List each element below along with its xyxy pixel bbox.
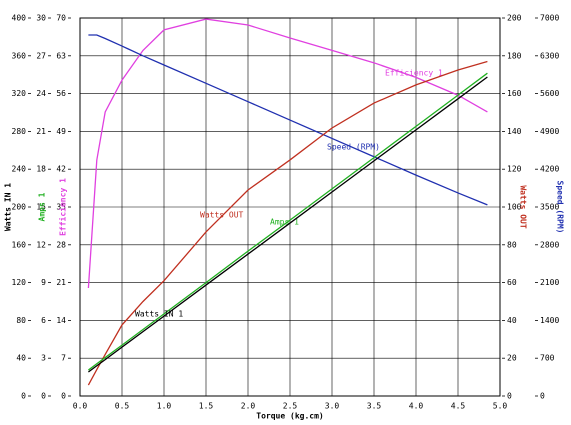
axis-title: Speed (RPM) (556, 181, 565, 234)
y-tick-label: 12 (36, 240, 46, 249)
series-line (87, 60, 488, 386)
x-tick-label: 3.0 (325, 402, 340, 411)
y-tick-label: 70 (56, 14, 66, 23)
y-tick-label: 27 (36, 51, 46, 60)
y-tick-label: 700 (540, 354, 555, 363)
y-tick-label: 3 (41, 354, 46, 363)
y-tick-label: 6 (41, 316, 46, 325)
y-tick-label: 28 (56, 240, 66, 249)
x-tick-label: 0.0 (73, 402, 88, 411)
y-tick-label: 14 (56, 316, 66, 325)
y-tick-label: 0 (540, 392, 545, 401)
series-label: Watts IN 1 (135, 310, 183, 319)
x-tick-label: 1.5 (199, 402, 214, 411)
y-tick-label: 320 (12, 89, 27, 98)
axis-title: Watts IN 1 (4, 183, 13, 231)
y-tick-label: 49 (56, 127, 66, 136)
y-tick-label: 2800 (540, 240, 559, 249)
y-tick-label: 140 (507, 127, 522, 136)
y-tick-label: 400 (12, 14, 27, 23)
y-tick-label: 280 (12, 127, 27, 136)
y-tick-label: 1400 (540, 316, 559, 325)
x-tick-label: 4.5 (451, 402, 466, 411)
y-tick-label: 160 (12, 240, 27, 249)
y-tick-label: 120 (507, 165, 522, 174)
y-tick-label: 100 (507, 203, 522, 212)
y-tick-label: 2100 (540, 278, 559, 287)
series-label: Watts OUT (200, 211, 244, 220)
series-line (88, 76, 488, 373)
x-tick-label: 3.5 (367, 402, 382, 411)
y-tick-label: 160 (507, 89, 522, 98)
y-tick-label: 0 (21, 392, 26, 401)
y-tick-label: 20 (507, 354, 517, 363)
axis-title: Amps 1 (38, 192, 47, 221)
y-tick-label: 360 (12, 51, 27, 60)
y-tick-label: 0 (61, 392, 66, 401)
y-tick-label: 6300 (540, 51, 559, 60)
x-tick-label: 4.0 (409, 402, 424, 411)
y-tick-label: 21 (36, 127, 46, 136)
y-tick-label: 9 (41, 278, 46, 287)
series-line (88, 34, 488, 206)
axis-title: Efficiency 1 (58, 178, 68, 236)
y-tick-label: 80 (16, 316, 26, 325)
y-tick-label: 30 (36, 14, 46, 23)
y-tick-label: 40 (16, 354, 26, 363)
series-label: Amps 1 (270, 218, 299, 227)
y-tick-label: 80 (507, 240, 517, 249)
series-label: Efficiency 1 (385, 69, 443, 78)
y-tick-label: 3500 (540, 203, 559, 212)
y-tick-label: 0 (507, 392, 512, 401)
y-tick-label: 5600 (540, 89, 559, 98)
y-tick-label: 200 (12, 203, 27, 212)
y-tick-label: 40 (507, 316, 517, 325)
series-line (87, 18, 488, 289)
y-tick-label: 35 (56, 203, 66, 212)
axis-title: Watts OUT (519, 185, 528, 229)
y-tick-label: 200 (507, 14, 522, 23)
series-line (88, 72, 488, 371)
y-tick-label: 18 (36, 165, 46, 174)
x-tick-label: 0.5 (115, 402, 130, 411)
x-tick-label: 1.0 (157, 402, 172, 411)
x-tick-label: 2.0 (241, 402, 256, 411)
x-tick-label: 2.5 (283, 402, 298, 411)
y-tick-label: 180 (507, 51, 522, 60)
y-tick-label: 0 (41, 392, 46, 401)
y-tick-label: 24 (36, 89, 46, 98)
y-tick-label: 7000 (540, 14, 559, 23)
y-tick-label: 15 (36, 203, 46, 212)
x-axis-title: Torque (kg.cm) (256, 412, 323, 421)
y-tick-label: 21 (56, 278, 66, 287)
y-tick-label: 7 (61, 354, 66, 363)
y-tick-label: 240 (12, 165, 27, 174)
y-tick-label: 56 (56, 89, 66, 98)
series-label: Speed (RPM) (327, 143, 380, 152)
y-tick-label: 42 (56, 165, 66, 174)
y-tick-label: 4200 (540, 165, 559, 174)
y-tick-label: 60 (507, 278, 517, 287)
y-tick-label: 4900 (540, 127, 559, 136)
x-tick-label: 5.0 (493, 402, 508, 411)
y-tick-label: 120 (12, 278, 27, 287)
y-tick-label: 63 (56, 51, 66, 60)
